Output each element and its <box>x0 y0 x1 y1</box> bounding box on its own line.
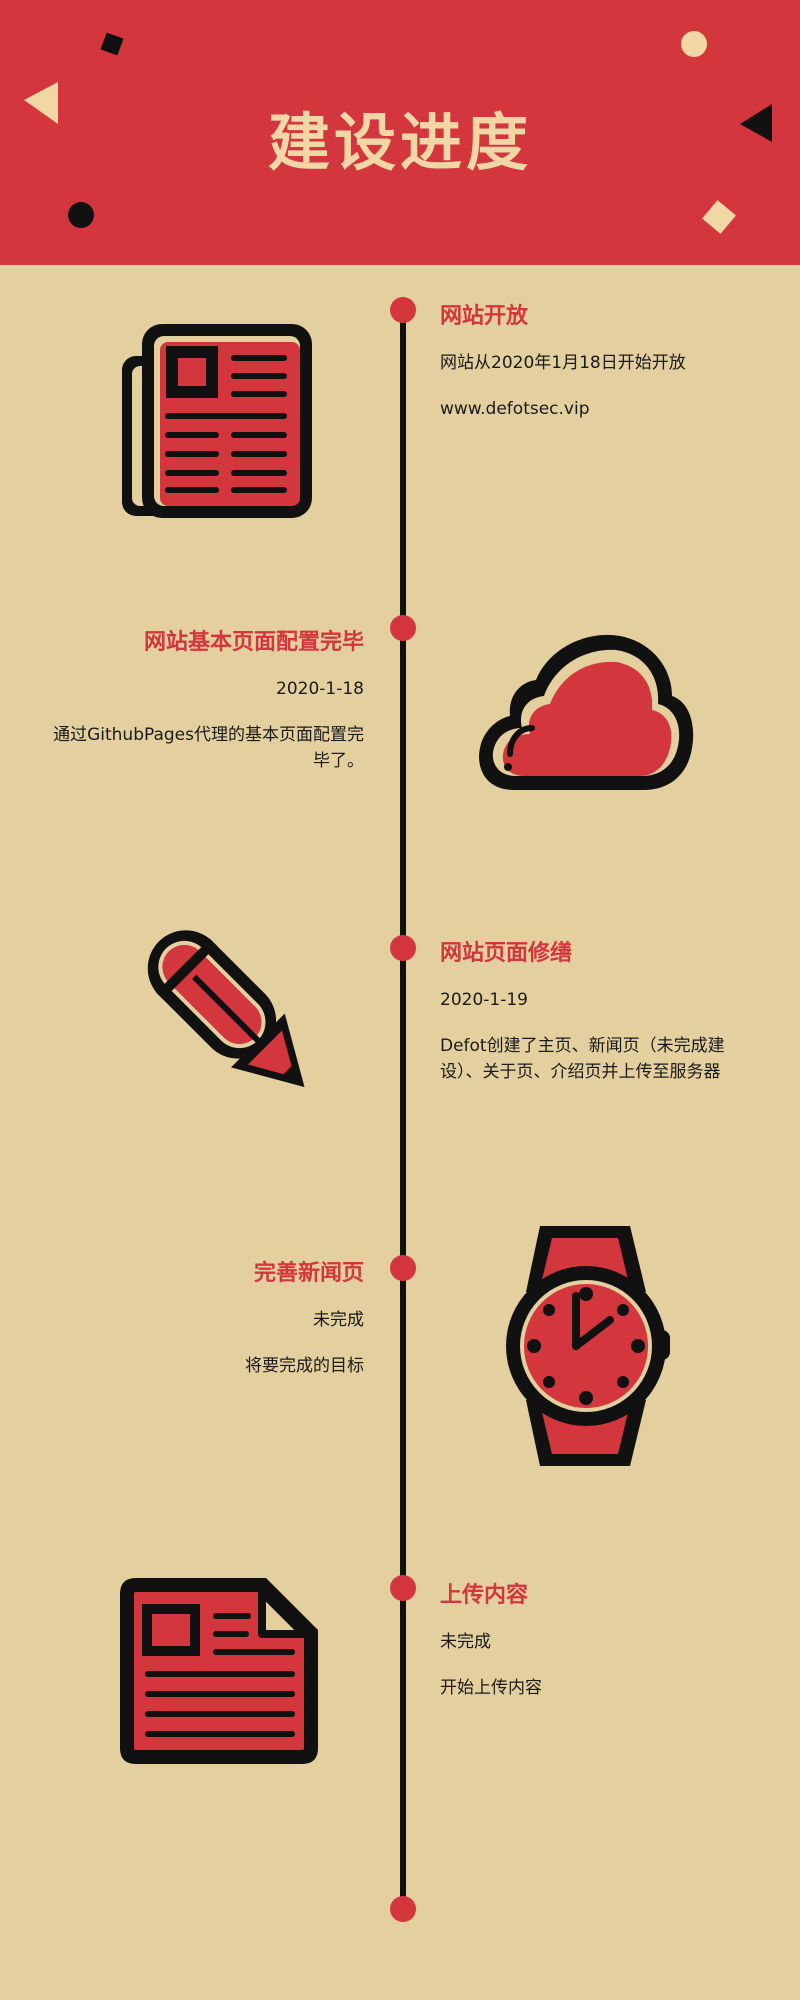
entry-text: Defot创建了主页、新闻页（未完成建设）、关于页、介绍页并上传至服务器 <box>440 1036 725 1082</box>
decor-triangle-icon <box>24 82 58 124</box>
decor-triangle-dark-icon <box>740 104 772 142</box>
entry-text: 开始上传内容 <box>440 1678 542 1698</box>
timeline-entry: 上传内容 未完成 开始上传内容 <box>440 1577 760 1721</box>
entry-title: 完善新闻页 <box>253 1261 364 1286</box>
entry-title: 上传内容 <box>440 1583 529 1608</box>
timeline-entry: 完善新闻页 未完成 将要完成的目标 <box>40 1255 364 1399</box>
entry-text: 将要完成的目标 <box>245 1356 364 1376</box>
entry-text: 通过GithubPages代理的基本页面配置完毕了。 <box>53 725 364 771</box>
entry-title: 网站开放 <box>440 304 529 329</box>
timeline-end-dot <box>390 1896 416 1922</box>
entry-text: 未完成 <box>313 1310 364 1330</box>
decor-diamond-icon <box>702 200 736 234</box>
timeline-dot <box>390 297 416 323</box>
page-title: 建设进度 <box>267 106 532 179</box>
decor-circle-light-icon <box>681 31 707 57</box>
decor-square-icon <box>100 32 124 56</box>
timeline-entry: 网站基本页面配置完毕 2020-1-18 通过GithubPages代理的基本页… <box>40 624 364 794</box>
entry-text: 网站从2020年1月18日开始开放 <box>440 353 686 373</box>
entry-title: 网站基本页面配置完毕 <box>143 630 364 655</box>
timeline-entry: 网站页面修缮 2020-1-19 Defot创建了主页、新闻页（未完成建设）、关… <box>440 935 760 1105</box>
entry-text: 2020-1-18 <box>276 679 364 699</box>
newspaper-icon <box>122 324 312 518</box>
document-icon <box>120 1578 318 1764</box>
timeline-dot <box>390 1255 416 1281</box>
pencil-icon <box>147 930 305 1088</box>
timeline-dot <box>390 1575 416 1601</box>
timeline-line <box>400 310 406 1910</box>
header-banner: 建设进度 <box>0 0 800 265</box>
watch-icon <box>506 1226 670 1466</box>
timeline-dot <box>390 935 416 961</box>
entry-text: www.defotsec.vip <box>440 399 590 419</box>
cloud-icon <box>479 634 694 790</box>
entry-text: 未完成 <box>440 1632 491 1652</box>
entry-text: 2020-1-19 <box>440 990 528 1010</box>
decor-circle-icon <box>68 202 94 228</box>
timeline-entry: 网站开放 网站从2020年1月18日开始开放 www.defotsec.vip <box>440 298 760 442</box>
timeline-dot <box>390 615 416 641</box>
entry-title: 网站页面修缮 <box>440 941 573 966</box>
